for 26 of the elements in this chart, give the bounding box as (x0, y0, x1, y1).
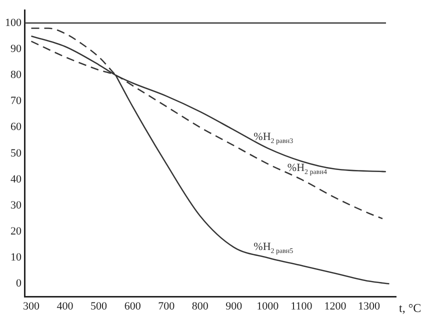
y-tick-label: 60 (10, 121, 22, 134)
y-tick-label: 30 (10, 199, 22, 212)
y-tick-label: 20 (10, 226, 22, 238)
y-tick-label: 80 (10, 69, 22, 82)
x-tick-label: 500 (90, 300, 108, 312)
x-tick-label: 800 (192, 300, 209, 312)
x-tick-label: 700 (158, 300, 176, 312)
series-label: %H$_{2 равн5}$ (254, 240, 294, 255)
y-tick-label: 90 (10, 43, 22, 55)
y-tick-label: 10 (10, 252, 22, 264)
x-tick-label: 1100 (290, 300, 313, 312)
x-axis-title: t, °C (399, 300, 422, 315)
x-tick-label: 1200 (324, 300, 347, 312)
x-tick-label: 400 (56, 300, 74, 312)
x-tick-label: 900 (226, 300, 243, 312)
series-label: %H$_{2 равн3}$ (254, 131, 294, 146)
y-tick-label: 100 (5, 16, 22, 29)
y-tick-label: 40 (10, 173, 22, 186)
x-tick-label: 300 (23, 300, 40, 312)
series-label: %H$_{2 равн4}$ (287, 162, 327, 177)
x-tick-label: 600 (124, 300, 142, 312)
y-tick-label: 70 (10, 95, 22, 108)
x-tick-label: 1300 (358, 300, 380, 312)
y-tick-label: 50 (10, 147, 22, 160)
x-tick-label: 1000 (256, 300, 280, 312)
y-tick-label: 0 (16, 278, 22, 290)
